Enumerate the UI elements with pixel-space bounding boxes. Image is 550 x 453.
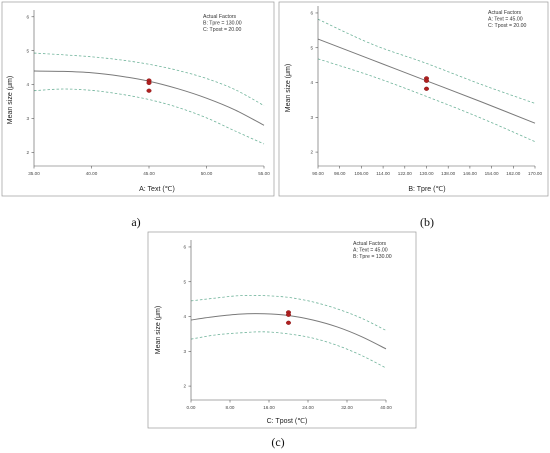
panel-c-y-tick-label: 5: [183, 279, 186, 284]
panel-a-frame: [1, 1, 275, 197]
panel-b-legend-factor-2: C: Tpost = 20.00: [488, 23, 527, 29]
panel-a-y-tick-label: 2: [26, 150, 29, 155]
panel-b-frame: [278, 1, 549, 197]
panel-b-y-tick-label: 2: [310, 150, 313, 155]
panel-b-x-tick-label: 146.00: [463, 171, 477, 176]
panel-b-design-point: [424, 86, 430, 91]
panel-b-x-tick-label: 98.00: [334, 171, 346, 176]
panel-a-y-tick-label: 4: [26, 82, 29, 87]
panel-b-x-tick-label: 138.00: [441, 171, 455, 176]
panel-b-xlabel: B: Tpre (℃): [408, 186, 445, 193]
panel-b-legend-heading: Actual Factors: [488, 10, 522, 16]
panel-b-y-tick-label: 4: [310, 80, 313, 85]
panel-a-ylabel: Mean size (μm): [7, 76, 14, 124]
panel-a-x-tick-label: 35.00: [28, 171, 40, 176]
panel-a-x-tick-label: 45.00: [143, 171, 155, 176]
panel-c-design-point: [286, 320, 292, 325]
panel-c-x-tick-label: 0.00: [187, 405, 196, 410]
panel-b-x-tick-label: 122.00: [398, 171, 412, 176]
panel-c-design-point: [286, 312, 292, 317]
panel-a-y-tick-label: 3: [26, 116, 29, 121]
panel-a-legend-heading: Actual Factors: [203, 14, 237, 20]
panel-b-ylabel: Mean size (μm): [285, 64, 292, 112]
plot-panel-a: 35.00 40.00 45.00 50.00 55.00 2 3 4 5 6 A: Text (…: [1, 1, 275, 197]
panel-c-y-tick-label: 6: [183, 245, 186, 250]
panel-c-legend-factor-1: A: Text = 45.00: [353, 248, 388, 254]
panel-c-ylabel: Mean size (μm): [155, 306, 162, 354]
panel-a-caption: a): [131, 215, 140, 229]
panel-c-y-tick-label: 3: [183, 349, 186, 354]
panel-b-design-points: [424, 76, 430, 91]
panel-b-x-tick-label: 170.00: [528, 171, 542, 176]
panel-c-x-tick-label: 24.00: [302, 405, 314, 410]
panel-c-x-tick-label: 8.00: [226, 405, 235, 410]
panel-c-ci-upper-line: [190, 294, 387, 331]
panel-c-y-tick-label: 4: [183, 314, 186, 319]
panel-b-x-tick-label: 154.00: [485, 171, 499, 176]
panel-c-x-tick-label: 16.00: [263, 405, 275, 410]
panel-c-caption: (c): [271, 435, 284, 449]
panel-c-design-points: [286, 310, 292, 325]
plot-panel-b: 90.00 98.00 106.00 114.00 122.00 130.00 138.00…: [278, 1, 549, 197]
panel-b-ci-upper-line: [317, 18, 536, 104]
panel-c-legend-factor-2: B: Tpre = 130.00: [353, 254, 392, 260]
panel-b-x-tick-label: 162.00: [506, 171, 520, 176]
panel-b-ci-lower-line: [317, 58, 536, 143]
panel-a-y-tick-label: 5: [26, 48, 29, 53]
panel-c-x-tick-label: 40.00: [380, 405, 392, 410]
panel-a-ticks: 35.00 40.00 45.00 50.00 55.00 2 3 4 5 6: [26, 10, 270, 176]
panel-a-ci-lower-line: [33, 88, 265, 145]
panel-a-legend-factor-1: B: Tpre = 130.00: [203, 21, 242, 27]
panel-c-y-tick-label: 2: [183, 384, 186, 389]
panel-a-ci-upper-line: [33, 52, 265, 106]
panel-b-legend-factor-1: A: Text = 45.00: [488, 17, 523, 23]
panel-b-y-tick-label: 3: [310, 115, 313, 120]
panel-a-xlabel: A: Text (℃): [139, 186, 175, 193]
panel-b-x-tick-label: 130.00: [419, 171, 433, 176]
panel-c-xlabel: C: Tpost (℃): [267, 418, 308, 425]
plot-panel-c: 0.00 8.00 16.00 24.00 32.00 40.00 2 3 4 5 6 C: Tpo…: [147, 231, 417, 429]
panel-a-legend-factor-2: C: Tpost = 20.00: [203, 27, 242, 33]
panel-b-design-point: [424, 78, 430, 83]
panel-c-legend-heading: Actual Factors: [353, 241, 387, 247]
panel-a-x-tick-label: 55.00: [258, 171, 270, 176]
panel-b-caption: (b): [420, 215, 434, 229]
panel-a-x-tick-label: 50.00: [201, 171, 213, 176]
panel-a-x-tick-label: 40.00: [86, 171, 98, 176]
panel-a-design-point: [146, 80, 152, 86]
panel-c-frame: [147, 231, 417, 429]
panel-c-ci-lower-line: [190, 331, 387, 369]
panel-b-legend: Actual Factors A: Text = 45.00 C: Tpost …: [488, 10, 527, 29]
panel-c-legend: Actual Factors A: Text = 45.00 B: Tpre =…: [353, 241, 392, 260]
panel-a-design-point: [146, 88, 152, 93]
panel-b-x-tick-label: 90.00: [312, 171, 324, 176]
panel-a-y-tick-label: 6: [26, 14, 29, 19]
panel-a-design-points: [146, 78, 152, 93]
panel-b-x-tick-label: 114.00: [376, 171, 390, 176]
panel-c-x-tick-label: 32.00: [341, 405, 353, 410]
panel-b-y-tick-label: 5: [310, 45, 313, 50]
panel-c-ticks: 0.00 8.00 16.00 24.00 32.00 40.00 2 3 4 5 6: [183, 240, 392, 410]
panel-b-ticks: 90.00 98.00 106.00 114.00 122.00 130.00 138.00…: [310, 6, 542, 176]
panel-a-legend: Actual Factors B: Tpre = 130.00 C: Tpost…: [203, 14, 242, 33]
panel-b-x-tick-label: 106.00: [354, 171, 368, 176]
panel-b-y-tick-label: 6: [310, 11, 313, 16]
